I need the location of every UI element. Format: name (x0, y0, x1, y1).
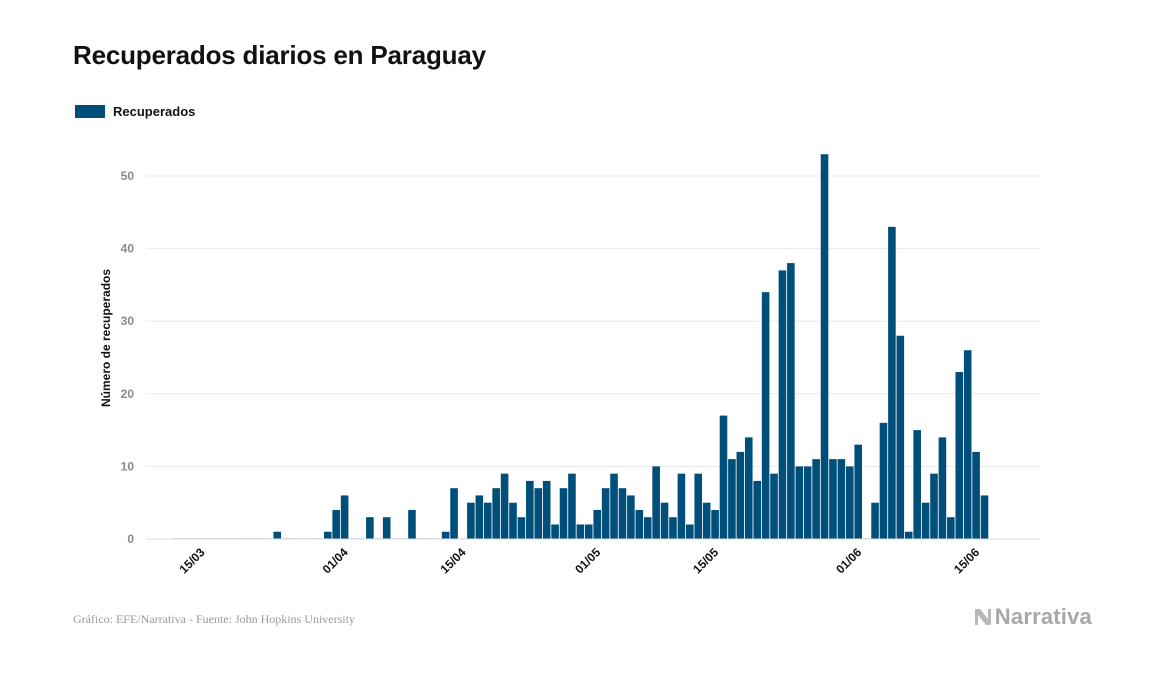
bar (921, 502, 930, 539)
bar (879, 422, 888, 539)
bar (584, 524, 593, 539)
bar (551, 524, 559, 539)
x-tick-label: 01/04 (320, 545, 351, 576)
bar (888, 226, 896, 539)
bar (938, 437, 947, 539)
y-axis-ticks: 0 10 20 30 40 50 (121, 169, 135, 546)
bar (778, 270, 787, 539)
bar (366, 517, 374, 539)
bar (652, 466, 660, 539)
bar (601, 488, 610, 539)
narrativa-logo-icon (974, 609, 991, 625)
legend: Recuperados (75, 104, 195, 119)
bar (627, 495, 635, 539)
bar (972, 451, 980, 539)
bar (534, 488, 543, 539)
x-tick-label: 15/05 (690, 545, 721, 576)
y-tick-label: 20 (121, 387, 135, 401)
brand-logo: Narrativa (973, 604, 1092, 630)
bar (913, 430, 921, 539)
bar (728, 459, 736, 539)
y-tick-label: 10 (121, 459, 135, 473)
bar (526, 480, 534, 539)
grid-lines (146, 175, 1040, 467)
y-tick-label: 30 (121, 314, 135, 328)
bar (795, 466, 804, 539)
bar (568, 473, 576, 539)
bar (509, 502, 517, 539)
bar (517, 517, 526, 539)
bar (441, 531, 450, 539)
bar (323, 531, 332, 539)
bar (787, 263, 795, 539)
bar (770, 473, 778, 539)
bar (660, 502, 669, 539)
bar (500, 473, 509, 539)
bar (450, 488, 458, 539)
bar (837, 459, 846, 539)
x-tick-label: 15/04 (437, 545, 468, 576)
bar (711, 509, 719, 539)
bar (618, 488, 627, 539)
bar (492, 488, 500, 539)
y-tick-label: 50 (121, 169, 135, 183)
bar (635, 509, 644, 539)
bar (542, 480, 551, 539)
bar (930, 473, 938, 539)
x-tick-label: 15/06 (951, 545, 982, 576)
bar (980, 495, 989, 539)
bar (475, 495, 484, 539)
bar (382, 517, 391, 539)
x-tick-label: 15/03 (176, 545, 207, 576)
bar (904, 531, 913, 539)
y-tick-label: 0 (127, 532, 134, 546)
legend-swatch (75, 105, 105, 118)
bar (677, 473, 686, 539)
bar (963, 350, 972, 539)
bar (610, 473, 618, 539)
bar (871, 502, 879, 539)
bar (669, 517, 677, 539)
bar (702, 502, 711, 539)
bar (955, 372, 964, 539)
bar (812, 459, 820, 539)
chart-title: Recuperados diarios en Paraguay (73, 40, 486, 70)
bar (846, 466, 854, 539)
bar (736, 451, 745, 539)
bar (467, 502, 475, 539)
bar (803, 466, 812, 539)
bar (576, 524, 585, 539)
legend-label: Recuperados (113, 104, 196, 119)
bar (273, 531, 282, 539)
bar (761, 292, 770, 539)
bar (408, 509, 416, 539)
bar (694, 473, 703, 539)
bar (643, 517, 652, 539)
bar (854, 444, 863, 539)
x-tick-label: 01/06 (833, 545, 864, 576)
bar (332, 509, 340, 539)
bar (593, 509, 601, 539)
y-tick-label: 40 (121, 242, 135, 256)
bar (947, 517, 955, 539)
bar (719, 415, 728, 539)
bar (829, 459, 837, 539)
bar (559, 488, 568, 539)
bars (172, 154, 989, 539)
y-axis-label: Número de recuperados (99, 269, 113, 407)
bar (744, 437, 753, 539)
source-note: Gráfico: EFE/Narrativa - Fuente: John Ho… (73, 612, 355, 626)
bar (483, 502, 492, 539)
bar (340, 495, 349, 539)
bar (820, 154, 829, 539)
brand-name: Narrativa (994, 604, 1092, 629)
bar (686, 524, 694, 539)
x-tick-label: 01/05 (572, 545, 603, 576)
bar (753, 480, 761, 539)
bar (896, 335, 905, 539)
x-axis-ticks: 15/03 01/04 15/04 01/05 15/05 01/06 15/06 (176, 545, 982, 576)
